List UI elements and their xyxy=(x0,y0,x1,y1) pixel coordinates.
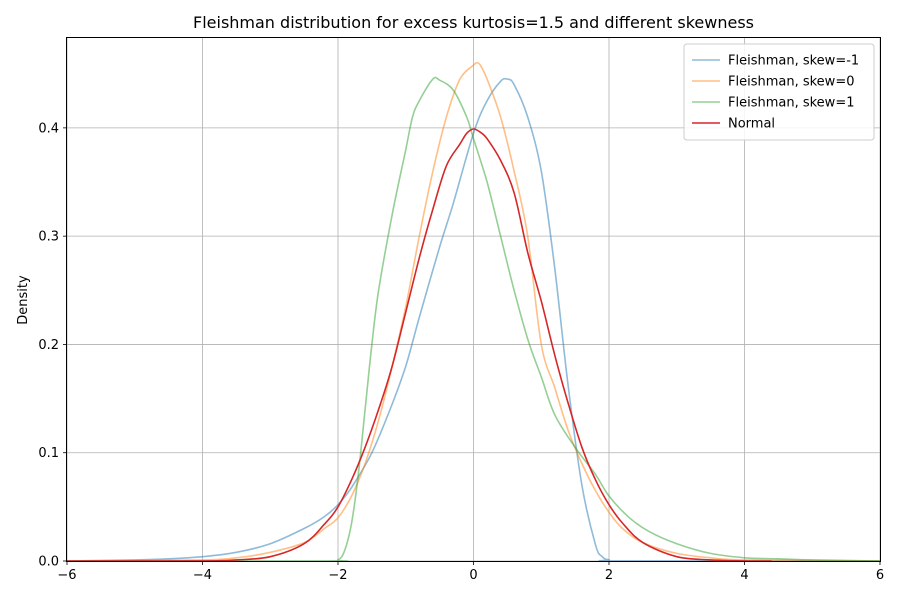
series-line-2 xyxy=(66,62,881,562)
y-tick-label: 0.4 xyxy=(38,121,59,136)
y-tick-label: 0.2 xyxy=(38,338,59,353)
x-tick-label: 4 xyxy=(740,568,748,583)
y-tick-label: 0.0 xyxy=(38,555,59,570)
x-tick-label: −6 xyxy=(57,568,76,583)
chart-title: Fleishman distribution for excess kurtos… xyxy=(193,13,754,32)
x-tick-label: −4 xyxy=(193,568,212,583)
legend-label: Fleishman, skew=1 xyxy=(728,96,854,111)
x-tick-label: 0 xyxy=(469,568,477,583)
y-tick-label: 0.3 xyxy=(38,230,59,245)
x-tick-label: 6 xyxy=(876,568,884,583)
x-tick-label: −2 xyxy=(328,568,347,583)
series-line-1 xyxy=(66,77,881,562)
series-group xyxy=(66,62,881,562)
legend-box xyxy=(683,43,875,141)
ticks: −6 −4 −2 0 2 4 6 0.0 0.1 0.2 0.3 0.4 xyxy=(38,121,884,583)
legend-label: Normal xyxy=(728,117,775,132)
x-tick-label: 2 xyxy=(605,568,613,583)
series-line-4 xyxy=(66,128,772,562)
y-tick-label: 0.1 xyxy=(38,446,59,461)
series-line-3 xyxy=(66,76,881,562)
legend: Fleishman, skew=-1 Fleishman, skew=0 Fleis… xyxy=(683,43,875,141)
y-axis-label: Density xyxy=(16,275,31,325)
legend-label: Fleishman, skew=-1 xyxy=(728,54,859,69)
legend-label: Fleishman, skew=0 xyxy=(728,75,854,90)
